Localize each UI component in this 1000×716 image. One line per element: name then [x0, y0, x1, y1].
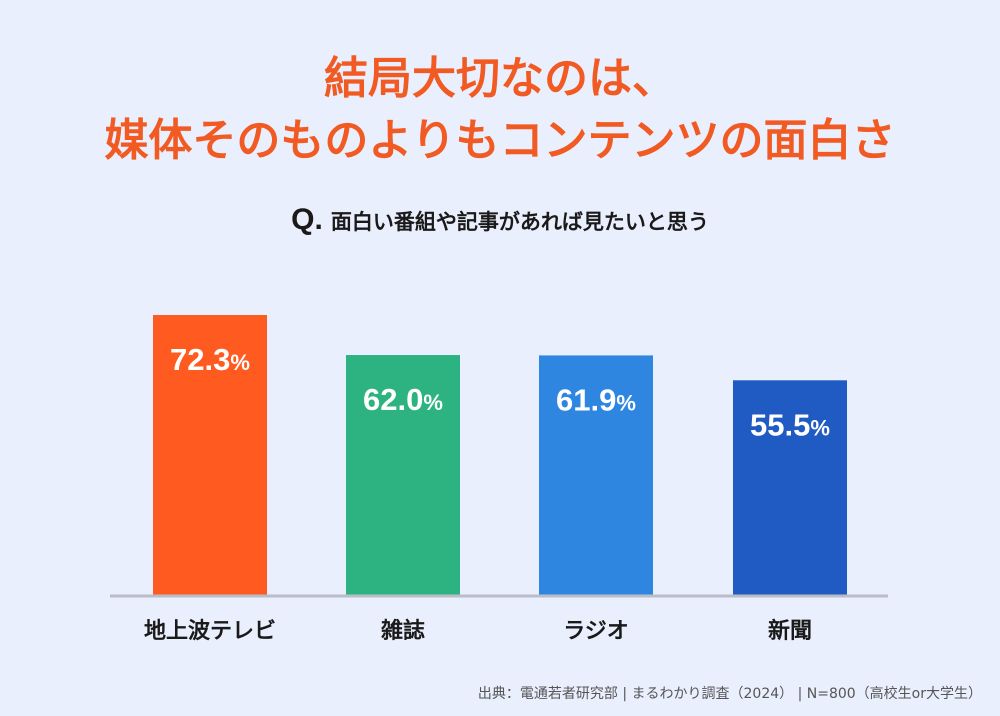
category-label: 雑誌 [380, 618, 425, 644]
bar-value-label: 61.9% [556, 382, 636, 417]
category-label: 地上波テレビ [144, 619, 276, 644]
headline-line-2: 媒体そのものよりもコンテンツの面白さ [104, 115, 896, 166]
bar-value-label: 62.0% [363, 382, 443, 417]
survey-question: Q. 面白い番組や記事があれば見たいと思う [0, 203, 1000, 237]
headline: 結局大切なのは、 媒体そのものよりもコンテンツの面白さ [0, 48, 1000, 172]
bar-3 [539, 355, 653, 596]
bar-value-label: 72.3% [170, 342, 250, 377]
bar-4 [733, 380, 847, 596]
bar-1 [153, 315, 267, 596]
headline-line-1: 結局大切なのは、 [324, 53, 676, 104]
bar-2 [346, 355, 460, 596]
question-mark-label: Q. [291, 203, 323, 236]
source-note: 出典：電通若者研究部 | まるわかり調査（2024） | N=800（高校生or… [477, 686, 982, 702]
question-text: 面白い番組や記事があれば見たいと思う [330, 210, 709, 234]
category-label: ラジオ [563, 619, 629, 644]
category-label: 新聞 [768, 618, 812, 644]
bar-value-label: 55.5% [750, 407, 830, 442]
